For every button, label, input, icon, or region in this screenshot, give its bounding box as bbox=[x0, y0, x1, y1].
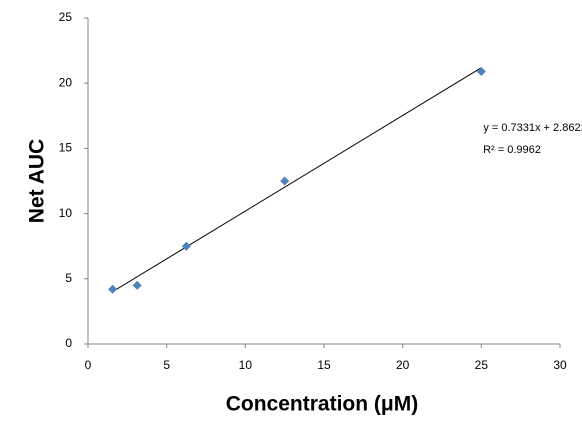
marker bbox=[181, 241, 191, 251]
marker bbox=[108, 284, 118, 294]
y-tick-label: 0 bbox=[65, 336, 72, 350]
r-squared: R² = 0.9962 bbox=[483, 144, 541, 156]
y-axis-title: Net AUC bbox=[26, 139, 49, 223]
marker bbox=[280, 176, 290, 186]
y-tick-label: 25 bbox=[59, 10, 73, 24]
y-tick-label: 20 bbox=[59, 75, 73, 89]
y-tick-label: 10 bbox=[59, 206, 73, 220]
marker bbox=[132, 280, 142, 290]
x-tick-label: 25 bbox=[475, 358, 489, 372]
x-tick-label: 30 bbox=[553, 358, 567, 372]
y-tick-label: 15 bbox=[59, 141, 73, 155]
x-tick-label: 0 bbox=[85, 358, 92, 372]
x-axis-title: Concentration (μM) bbox=[226, 393, 419, 416]
y-tick-label: 5 bbox=[65, 271, 72, 285]
x-tick-label: 10 bbox=[239, 358, 253, 372]
x-tick-label: 15 bbox=[317, 358, 331, 372]
trendline bbox=[112, 67, 482, 293]
equation: y = 0.7331x + 2.8621 bbox=[483, 122, 582, 134]
marker bbox=[476, 66, 486, 76]
x-tick-label: 20 bbox=[396, 358, 410, 372]
x-tick-label: 5 bbox=[163, 358, 170, 372]
